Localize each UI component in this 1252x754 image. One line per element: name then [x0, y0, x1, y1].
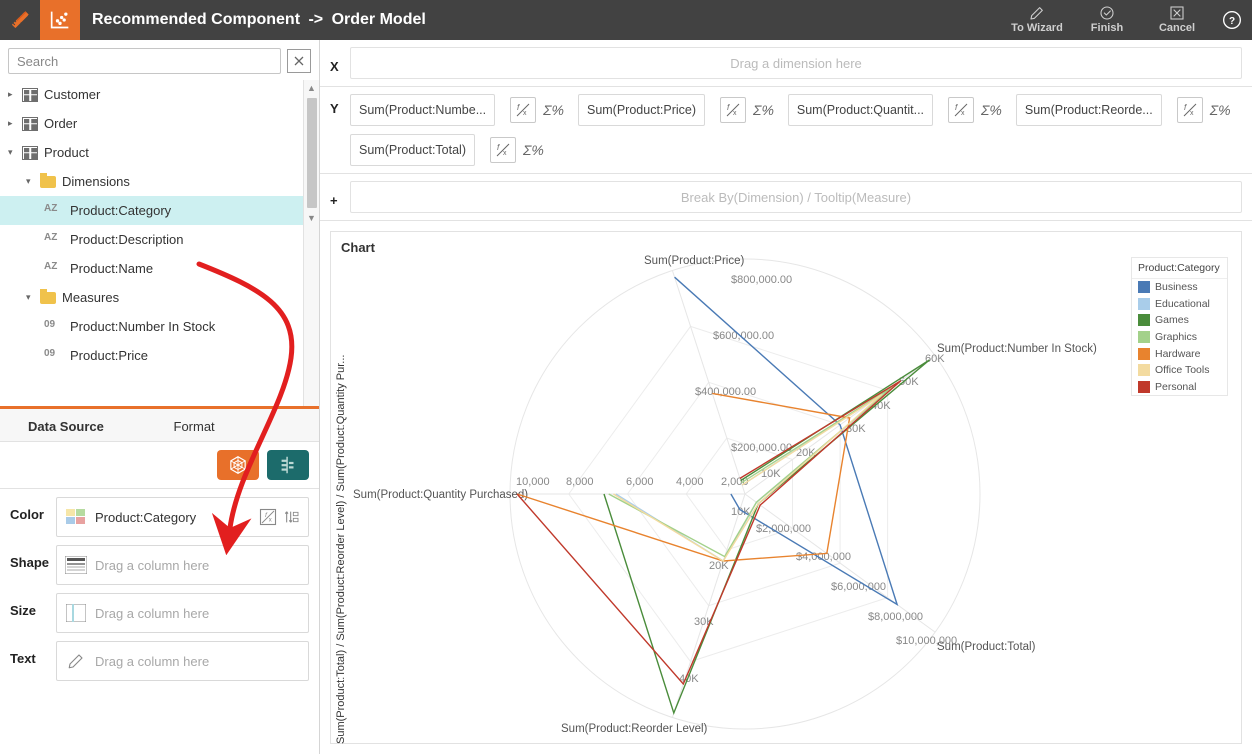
svg-text:$800,000.00: $800,000.00	[731, 274, 792, 286]
svg-text:x: x	[523, 110, 527, 117]
svg-text:f: f	[727, 103, 730, 112]
svg-text:f: f	[1184, 103, 1187, 112]
svg-text:x: x	[961, 110, 965, 117]
svg-text:x: x	[269, 518, 272, 524]
svg-text:Sum(Product:Reorder Level): Sum(Product:Reorder Level)	[561, 723, 708, 735]
svg-text:x: x	[503, 150, 507, 157]
svg-text:f: f	[955, 103, 958, 112]
svg-text:$10,000,000: $10,000,000	[896, 635, 957, 647]
svg-text:8,000: 8,000	[566, 476, 594, 488]
svg-text:4,000: 4,000	[676, 476, 704, 488]
svg-text:20K: 20K	[709, 560, 729, 572]
svg-text:Sum(Product:Quantity Purchased: Sum(Product:Quantity Purchased)	[353, 489, 528, 501]
svg-text:$6,000,000: $6,000,000	[831, 581, 886, 593]
svg-text:10K: 10K	[761, 468, 781, 480]
svg-text:6,000: 6,000	[626, 476, 654, 488]
svg-text:Sum(Product:Number In Stock): Sum(Product:Number In Stock)	[937, 343, 1097, 355]
svg-text:x: x	[1190, 110, 1194, 117]
svg-text:$4,000,000: $4,000,000	[796, 551, 851, 563]
svg-text:Sum(Product:Total) / Sum(Produ: Sum(Product:Total) / Sum(Product:Reorder…	[335, 355, 347, 744]
svg-text:60K: 60K	[925, 353, 945, 365]
svg-text:?: ?	[1229, 16, 1235, 27]
svg-text:10,000: 10,000	[516, 476, 550, 488]
svg-text:f: f	[517, 103, 520, 112]
svg-text:Sum(Product:Price): Sum(Product:Price)	[644, 255, 745, 267]
svg-text:$8,000,000: $8,000,000	[868, 611, 923, 623]
svg-text:x: x	[733, 110, 737, 117]
svg-text:f: f	[497, 143, 500, 152]
svg-text:$600,000.00: $600,000.00	[713, 330, 774, 342]
